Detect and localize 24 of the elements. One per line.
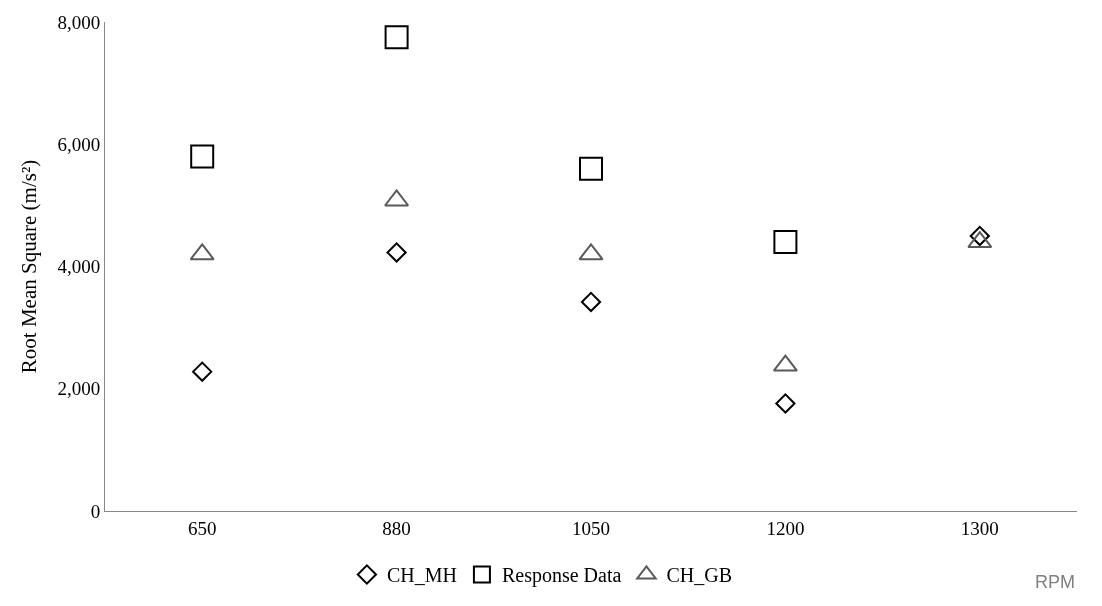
point — [190, 144, 215, 169]
point — [579, 156, 603, 181]
x-tick-label: 650 — [187, 517, 217, 539]
y-tick-label: 2,000 — [57, 378, 101, 400]
point — [384, 25, 409, 50]
point — [192, 361, 213, 382]
point — [775, 393, 796, 414]
x-tick-label: 880 — [382, 517, 411, 539]
point — [386, 242, 407, 263]
x-axis-title: RPM — [1035, 572, 1075, 592]
y-tick-label: 4,000 — [57, 256, 101, 278]
x-tick-label: 1050 — [572, 517, 610, 539]
y-axis-title: Root Mean Square (m/s²) — [16, 159, 41, 374]
y-tick-label: 8,000 — [57, 11, 101, 33]
x-tick-label: 1300 — [960, 517, 999, 539]
legend-label: CH_GB — [666, 564, 733, 587]
y-tick-label: 0 — [90, 500, 101, 522]
legend-label: Response Data — [501, 564, 622, 588]
x-tick-label: 1200 — [766, 517, 805, 539]
point — [580, 291, 602, 313]
point — [773, 230, 798, 255]
point — [969, 225, 990, 247]
legend-label: CH_MH — [386, 564, 457, 587]
y-tick-label: 6,000 — [57, 133, 101, 155]
